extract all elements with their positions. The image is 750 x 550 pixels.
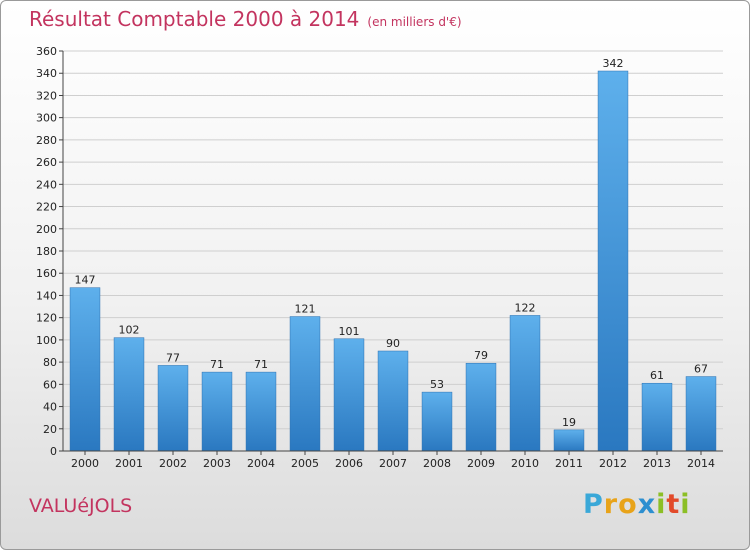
chart-unit: (en milliers d'€) (367, 15, 462, 29)
bar (509, 315, 541, 452)
data-label: 102 (119, 324, 140, 337)
x-tick-label: 2014 (687, 457, 715, 470)
logo-letter: i (656, 489, 667, 520)
bar (553, 429, 585, 452)
data-label: 121 (295, 303, 316, 316)
x-tick-label: 2002 (159, 457, 187, 470)
data-label: 147 (75, 274, 96, 287)
y-tick-label: 140 (36, 289, 57, 302)
x-tick-label: 2008 (423, 457, 451, 470)
data-label: 77 (166, 351, 180, 364)
bar (377, 350, 409, 452)
x-tick-label: 2000 (71, 457, 99, 470)
x-tick-label: 2013 (643, 457, 671, 470)
chart-title: Résultat Comptable 2000 à 2014 (en millie… (29, 7, 462, 31)
bar (421, 391, 453, 452)
bar (333, 338, 365, 452)
data-label: 342 (603, 57, 624, 70)
data-label: 122 (515, 301, 536, 314)
logo-letter: t (666, 489, 681, 520)
y-tick-label: 100 (36, 334, 57, 347)
bar (157, 365, 189, 452)
logo-letter: x (637, 489, 657, 520)
y-tick-label: 20 (43, 423, 57, 436)
y-tick-label: 220 (36, 201, 57, 214)
x-tick-label: 2003 (203, 457, 231, 470)
logo-letter: o (618, 489, 638, 520)
y-tick-label: 280 (36, 134, 57, 147)
logo-letter: i (680, 489, 691, 520)
proxiti-logo: Proxiti (583, 489, 691, 520)
data-label: 71 (210, 358, 224, 371)
y-tick-label: 120 (36, 312, 57, 325)
y-tick-label: 320 (36, 89, 57, 102)
x-tick-label: 2009 (467, 457, 495, 470)
y-tick-label: 0 (50, 445, 57, 458)
bar (201, 371, 233, 452)
data-label: 79 (474, 349, 488, 362)
bar (245, 371, 277, 452)
logo-letter: r (603, 489, 619, 520)
y-tick-label: 40 (43, 401, 57, 414)
y-tick-label: 180 (36, 245, 57, 258)
y-tick-label: 240 (36, 178, 57, 191)
x-tick-label: 2007 (379, 457, 407, 470)
data-label: 90 (386, 337, 400, 350)
data-label: 67 (694, 363, 708, 376)
y-tick-label: 60 (43, 378, 57, 391)
y-tick-label: 260 (36, 156, 57, 169)
bar (685, 376, 717, 452)
y-tick-label: 340 (36, 67, 57, 80)
chart-title-text: Résultat Comptable 2000 à 2014 (29, 7, 360, 31)
x-tick-label: 2010 (511, 457, 539, 470)
data-label: 19 (562, 416, 576, 429)
y-tick-label: 200 (36, 223, 57, 236)
commune-name: VALUéJOLS (29, 495, 133, 517)
bar (69, 287, 101, 452)
bar (289, 316, 321, 452)
x-tick-label: 2006 (335, 457, 363, 470)
data-label: 61 (650, 369, 664, 382)
bars: 147 102 77 71 71 121 101 90 53 79 122 19 342 61 67 (69, 57, 717, 452)
x-tick-label: 2012 (599, 457, 627, 470)
logo-letter: P (583, 489, 604, 520)
bar (597, 70, 629, 452)
axes: 0 20 40 60 80 100 120 140 160 180 200 220 240 260 280 3… (36, 45, 723, 470)
y-tick-label: 360 (36, 45, 57, 58)
data-label: 71 (254, 358, 268, 371)
bar (113, 337, 145, 452)
x-tick-label: 2005 (291, 457, 319, 470)
x-tick-label: 2001 (115, 457, 143, 470)
y-tick-label: 160 (36, 267, 57, 280)
y-tick-label: 300 (36, 112, 57, 125)
bar (641, 382, 673, 452)
y-tick-label: 80 (43, 356, 57, 369)
bar (465, 362, 497, 452)
data-label: 101 (339, 325, 360, 338)
data-label: 53 (430, 378, 444, 391)
x-tick-label: 2011 (555, 457, 583, 470)
x-tick-label: 2004 (247, 457, 275, 470)
